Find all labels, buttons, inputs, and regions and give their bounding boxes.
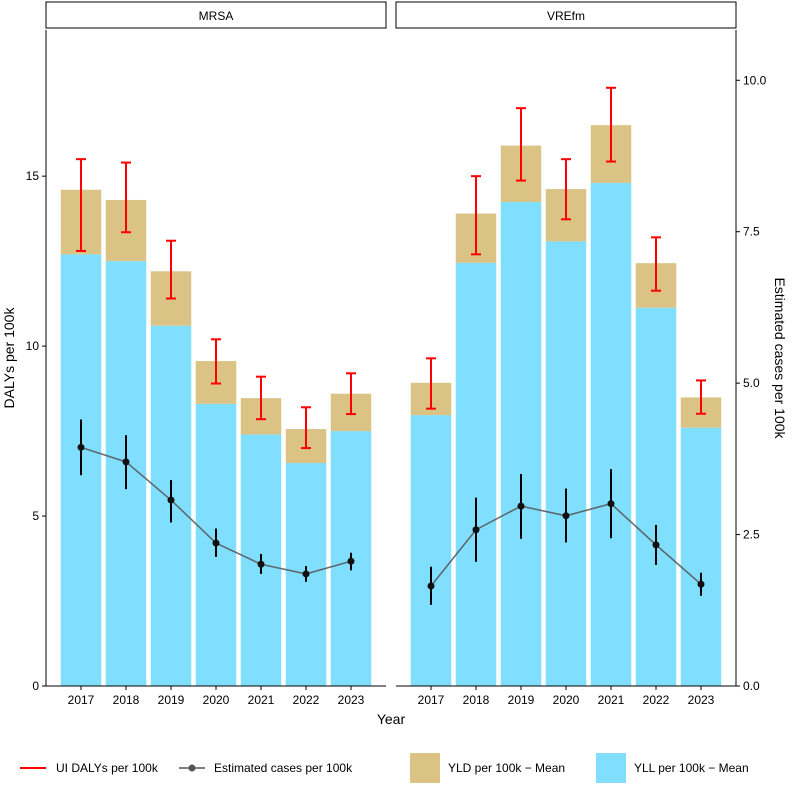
cases-point [122,458,130,466]
cases-point [302,570,310,578]
x-tick-label: 2023 [688,693,715,707]
x-tick-label: 2023 [338,693,365,707]
y-tick-label-right: 7.5 [743,225,760,239]
bar-yll [455,262,497,686]
x-tick-label: 2021 [248,693,275,707]
bar-yll [410,415,452,686]
facet-strip [395,1,737,29]
cases-point [517,502,525,510]
bar-yll [500,201,542,687]
cases-point [652,541,660,549]
bar-yll [545,241,587,687]
x-tick-label: 2022 [293,693,320,707]
y-tick-label-right: 10.0 [743,73,767,87]
bar-yll [680,427,722,686]
bar-yll [590,182,632,686]
x-tick-label: 2018 [463,693,490,707]
legend-label: UI DALYs per 100k [56,761,159,775]
cases-point [347,557,355,565]
x-tick-label: 2020 [203,693,230,707]
y-tick-label-left: 15 [26,169,40,183]
legend-label: Estimated cases per 100k [214,761,353,775]
facet-panel-mrsa: MRSA 2017 2018 2019 2020 2021 2022 2023 [45,1,387,707]
cases-point [697,580,705,588]
legend-key-yll [596,753,626,783]
x-tick-label: 2022 [643,693,670,707]
x-tick-label: 2017 [418,693,445,707]
legend-label: YLL per 100k − Mean [634,761,749,775]
x-tick-label: 2019 [508,693,535,707]
facet-title: VREfm [547,9,585,23]
x-axis-title: Year [377,711,406,727]
legend: UI DALYs per 100k Estimated cases per 100… [20,753,749,783]
x-tick-label: 2017 [68,693,95,707]
legend-key-yld [410,753,440,783]
facet-panel-vrefm: VREfm 2017 2018 2019 2020 2021 2022 2023 [395,1,737,707]
cases-point [212,539,220,547]
cases-point [607,500,615,508]
legend-key-point [188,764,196,772]
cases-point [562,512,570,520]
x-tick-label: 2020 [553,693,580,707]
bar-yll [635,307,677,686]
cases-point [167,496,175,504]
cases-point [472,526,480,534]
facet-strip [45,1,387,29]
y-tick-label-right: 5.0 [743,376,760,390]
x-tick-label: 2019 [158,693,185,707]
x-tick-label: 2021 [598,693,625,707]
y-tick-label-left: 5 [32,509,39,523]
cases-point [257,560,265,568]
y-tick-label-left: 10 [26,339,40,353]
y-axis-title-right: Estimated cases per 100k [772,277,788,439]
cases-point [77,443,85,451]
legend-label: YLD per 100k − Mean [448,761,565,775]
y-tick-label-right: 2.5 [743,528,760,542]
x-tick-label: 2018 [113,693,140,707]
y-tick-label-right: 0.0 [743,679,760,693]
facet-title: MRSA [199,9,234,23]
y-axis-title-left: DALYs per 100k [1,307,17,409]
cases-point [427,582,435,590]
y-tick-label-left: 0 [32,679,39,693]
